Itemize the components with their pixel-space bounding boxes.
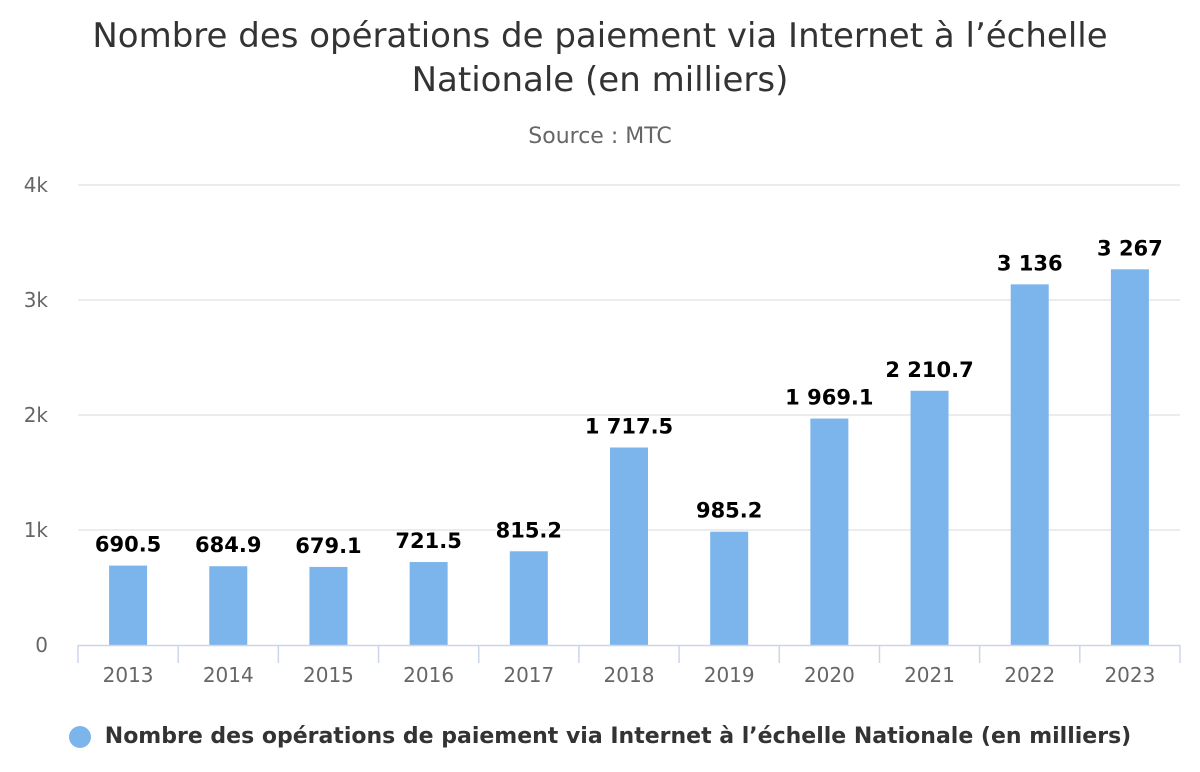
gridlines xyxy=(78,184,1180,531)
x-tick-label: 2022 xyxy=(1004,663,1055,687)
data-label: 815.2 xyxy=(496,518,562,542)
x-tick-label: 2021 xyxy=(904,663,955,687)
x-tick-label: 2016 xyxy=(403,663,454,687)
data-label: 679.1 xyxy=(295,534,361,558)
data-label: 3 136 xyxy=(997,251,1063,275)
data-label: 690.5 xyxy=(95,533,161,557)
bar xyxy=(810,418,849,645)
bar xyxy=(309,566,348,645)
data-labels: 690.5 684.9 679.1 721.5 815.2 1 717.5 985.2 1 9… xyxy=(93,235,1164,560)
y-axis-ticks: 0 1k 2k 3k 4k xyxy=(24,173,49,657)
bar xyxy=(409,562,448,645)
data-label: 1 969.1 xyxy=(785,386,873,410)
bar xyxy=(209,566,248,645)
data-label: 2 210.7 xyxy=(885,358,973,382)
x-tick-label: 2023 xyxy=(1104,663,1155,687)
x-tick-label: 2015 xyxy=(303,663,354,687)
bars xyxy=(109,269,1149,645)
bar xyxy=(1110,269,1149,645)
y-tick-label: 1k xyxy=(24,518,49,542)
legend: Nombre des opérations de paiement via In… xyxy=(0,724,1200,754)
bar xyxy=(109,565,148,645)
x-tick-label: 2020 xyxy=(804,663,855,687)
data-label: 985.2 xyxy=(696,499,762,523)
y-tick-label: 2k xyxy=(24,403,49,427)
legend-marker-icon xyxy=(68,725,91,748)
bar xyxy=(509,551,548,645)
y-tick-label: 3k xyxy=(24,288,49,312)
legend-label: Nombre des opérations de paiement via In… xyxy=(104,724,1132,749)
x-tick-label: 2019 xyxy=(704,663,755,687)
x-tick-label: 2014 xyxy=(203,663,254,687)
data-label: 684.9 xyxy=(195,533,261,557)
bar xyxy=(610,447,648,645)
chart-subtitle: Source : MTC xyxy=(528,124,672,149)
data-label: 721.5 xyxy=(395,529,461,553)
x-tick-label: 2018 xyxy=(604,663,655,687)
bar xyxy=(710,531,749,645)
data-label: 3 267 xyxy=(1097,236,1163,260)
legend-item-series[interactable]: Nombre des opérations de paiement via In… xyxy=(68,724,1132,749)
y-tick-label: 0 xyxy=(35,633,48,657)
x-tick-label: 2013 xyxy=(103,663,154,687)
bar xyxy=(1010,284,1049,645)
data-label: 1 717.5 xyxy=(585,414,673,438)
x-tick-label: 2017 xyxy=(503,663,554,687)
x-axis: 2013 2014 2015 2016 2017 2018 2019 2020 2021 2022… xyxy=(77,644,1181,687)
bar xyxy=(910,390,949,645)
chart-title: Nombre des opérations de paiement via In… xyxy=(92,16,1108,100)
y-tick-label: 4k xyxy=(24,173,49,197)
